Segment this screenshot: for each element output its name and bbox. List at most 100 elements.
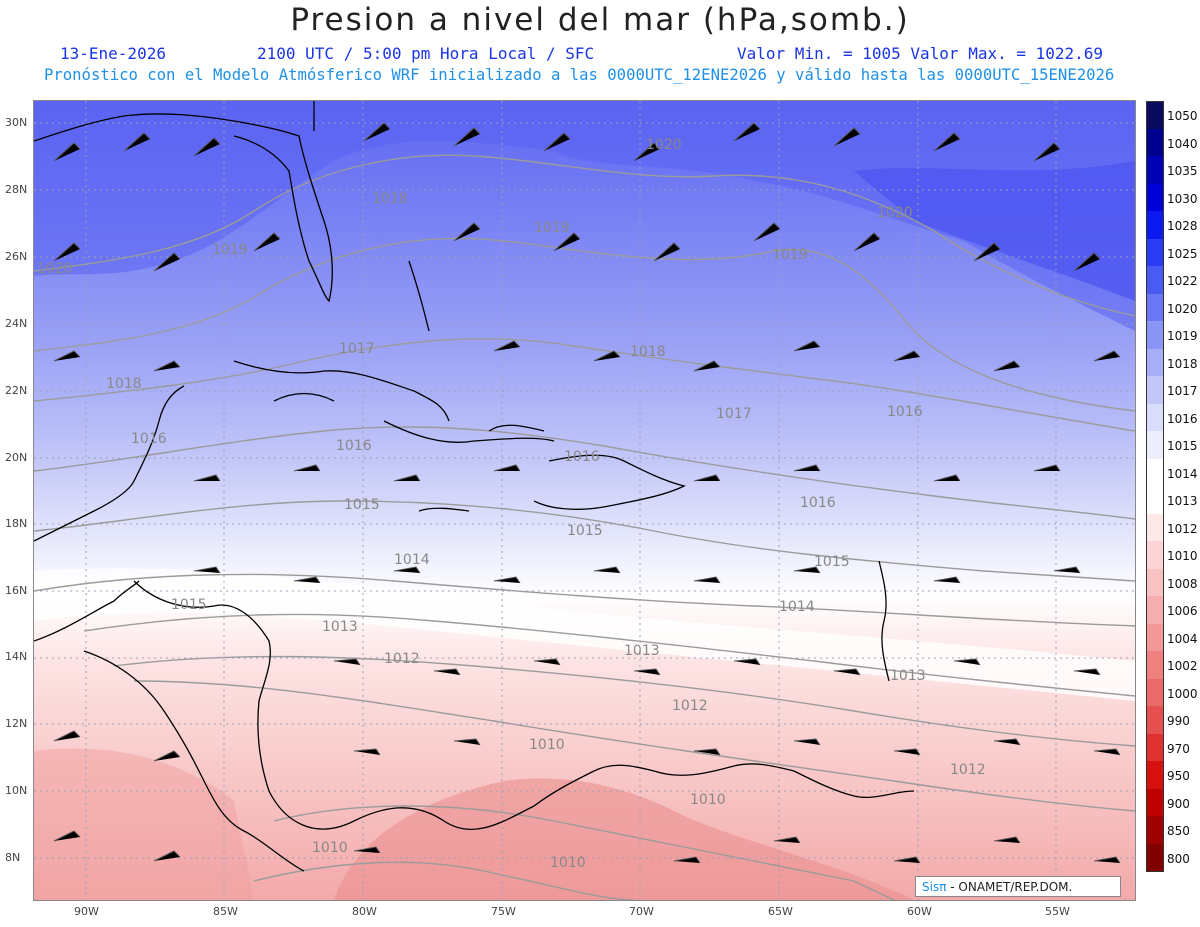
- lat-label: 12N: [5, 717, 28, 730]
- high-pressure-core: [854, 161, 1135, 301]
- colorbar-label: 1025: [1167, 246, 1198, 261]
- contour-label: 1010: [690, 792, 726, 808]
- colorbar-swatch: [1146, 348, 1164, 376]
- lat-label: 30N: [5, 116, 28, 129]
- min-max-values: Valor Min. = 1005 Valor Max. = 1022.69: [737, 44, 1104, 63]
- credit-text: - ONAMET/REP.DOM.: [950, 880, 1073, 894]
- colorbar-swatch: [1146, 376, 1164, 404]
- colorbar-label: 1013: [1167, 494, 1198, 508]
- forecast-time: 2100 UTC / 5:00 pm Hora Local / SFC: [257, 44, 595, 63]
- lon-label: 75W: [491, 905, 516, 918]
- colorbar-label: 950: [1167, 769, 1190, 783]
- low-pressure-west: [34, 748, 254, 900]
- colorbar-label: 1004: [1167, 631, 1198, 646]
- colorbar-label: 1040: [1167, 136, 1198, 151]
- colorbar-swatch: [1146, 843, 1164, 872]
- contour-label: 1014: [779, 599, 815, 615]
- colorbar-label: 1018: [1167, 356, 1198, 371]
- lat-label: 8N: [5, 851, 21, 864]
- lon-label: 55W: [1045, 905, 1070, 918]
- lat-label: 26N: [5, 250, 28, 263]
- contour-label: 1012: [672, 698, 708, 714]
- map-frame: [33, 100, 1136, 901]
- colorbar-label: 850: [1167, 824, 1190, 838]
- contour-label: 1018: [372, 191, 408, 207]
- colorbar-swatch: [1146, 651, 1164, 679]
- colorbar-label: 1006: [1167, 604, 1198, 618]
- chart-title: Presion a nivel del mar (hPa,somb.): [290, 2, 910, 38]
- colorbar-label: 1016: [1167, 411, 1198, 426]
- lon-label: 60W: [907, 905, 932, 918]
- contour-label: 1013: [322, 619, 358, 635]
- contour-label: 1019: [212, 242, 248, 258]
- colorbar-label: 900: [1167, 796, 1190, 811]
- model-info: Pronóstico con el Modelo Atmósferico WRF…: [44, 66, 1115, 84]
- colorbar-label: 1010: [1167, 549, 1198, 563]
- contour-label: 1019: [772, 247, 808, 263]
- colorbar-label: 1014: [1167, 466, 1198, 481]
- colorbar-label: 1035: [1167, 164, 1198, 178]
- contour-label: 1013: [624, 643, 660, 659]
- colorbar-label: 1028: [1167, 219, 1198, 233]
- lon-label: 70W: [629, 905, 654, 918]
- lat-label: 10N: [5, 784, 28, 797]
- contour-label: 1010: [550, 855, 586, 871]
- credit-box: Sisπ - ONAMET/REP.DOM.: [915, 876, 1121, 897]
- colorbar-swatch: [1146, 211, 1164, 239]
- isobars: [34, 154, 1135, 900]
- colorbar-swatch: [1146, 596, 1164, 624]
- lon-label: 90W: [74, 905, 99, 918]
- contour-label: 1012: [384, 651, 420, 667]
- colorbar-swatch: [1146, 101, 1164, 130]
- colorbar-swatch: [1146, 458, 1164, 486]
- lat-label: 20N: [5, 451, 28, 464]
- colorbar-swatch: [1146, 816, 1164, 844]
- white-band: [34, 568, 1135, 701]
- colorbar-swatch: [1146, 266, 1164, 294]
- colorbar-swatch: [1146, 321, 1164, 349]
- colorbar-swatch: [1146, 623, 1164, 651]
- colorbar-swatch: [1146, 403, 1164, 431]
- colorbar-swatch: [1146, 788, 1164, 816]
- contour-label: 1015: [344, 497, 380, 513]
- wind-barbs: [53, 122, 1121, 864]
- colorbar-label: 1020: [1167, 301, 1198, 316]
- sispi-logo: Sisπ: [922, 880, 947, 894]
- colorbar-swatch: [1146, 238, 1164, 266]
- colorbar-label: 1015: [1167, 439, 1198, 453]
- contour-label: 1019: [534, 220, 570, 236]
- contour-label: 1014: [394, 552, 430, 568]
- colorbar-swatch: [1146, 761, 1164, 789]
- contour-label: 1016: [564, 449, 600, 465]
- colorbar-label: 1012: [1167, 521, 1198, 536]
- colorbar-swatch: [1146, 706, 1164, 734]
- lat-label: 28N: [5, 183, 28, 196]
- contour-labels: 1020 1018 1019 1019 1020 1020 1019 1017 …: [37, 137, 986, 871]
- colorbar-swatch: [1146, 568, 1164, 596]
- contour-label: 1015: [171, 597, 207, 613]
- contour-label: 1015: [567, 523, 603, 539]
- graticule: [34, 101, 1135, 900]
- contour-label: 1016: [131, 431, 167, 447]
- contour-label: 1018: [630, 344, 666, 360]
- colorbar-label: 1050: [1167, 109, 1198, 123]
- contour-label: 1010: [529, 737, 565, 753]
- lat-label: 18N: [5, 517, 28, 530]
- lon-label: 80W: [352, 905, 377, 918]
- coastlines: [34, 101, 915, 872]
- contour-label: 1020: [877, 205, 913, 221]
- contour-label: 1010: [312, 840, 348, 856]
- contour-label: 1012: [950, 762, 986, 778]
- forecast-date: 13-Ene-2026: [60, 44, 166, 63]
- contour-label: 1016: [887, 404, 923, 420]
- contour-label: 1015: [814, 554, 850, 570]
- colorbar-label: 1019: [1167, 329, 1198, 343]
- contour-label: 1020: [37, 261, 73, 277]
- colorbar-label: 800: [1167, 851, 1190, 866]
- contour-label: 1016: [336, 438, 372, 454]
- map-canvas: 1020 1018 1019 1019 1020 1020 1019 1017 …: [34, 101, 1135, 900]
- lon-label: 85W: [213, 905, 238, 918]
- contour-label: 1017: [339, 341, 375, 357]
- colorbar-label: 990: [1167, 714, 1190, 728]
- colorbar-swatch: [1146, 541, 1164, 569]
